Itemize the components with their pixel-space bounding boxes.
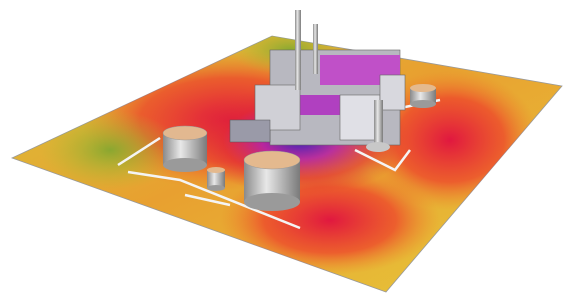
column-base (366, 142, 390, 152)
tank-roof (410, 84, 436, 92)
tank-base (244, 193, 300, 211)
stack (313, 24, 318, 74)
building (380, 75, 405, 110)
scene (0, 0, 577, 294)
tank-roof (207, 167, 225, 173)
tank-roof (163, 126, 207, 140)
page (0, 0, 577, 294)
tank-base (163, 158, 207, 172)
tank-base (410, 100, 436, 108)
column (374, 100, 383, 145)
equipment (230, 120, 270, 142)
tank-roof (244, 151, 300, 169)
stack (295, 10, 301, 90)
tank-base (207, 185, 225, 191)
